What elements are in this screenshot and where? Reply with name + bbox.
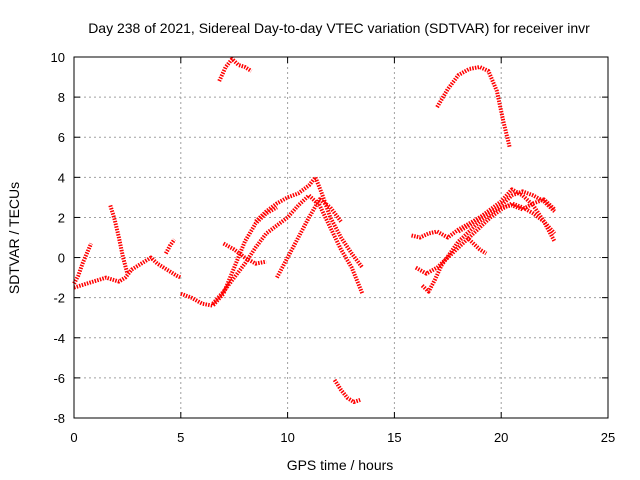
data-series-s15 (457, 187, 557, 243)
x-tick-label: 10 (280, 430, 294, 445)
y-tick-label: -8 (53, 411, 65, 426)
data-series-s3 (108, 204, 130, 275)
data-series-s5 (180, 205, 278, 308)
x-tick-label: 20 (494, 430, 508, 445)
y-tick-label: -6 (53, 371, 65, 386)
data-series-s7 (254, 175, 364, 269)
data-series-s14 (420, 189, 556, 294)
y-tick-label: 10 (51, 50, 65, 65)
data-series-s11 (332, 378, 361, 404)
data-series-s9 (275, 197, 343, 279)
x-axis-label: GPS time / hours (287, 457, 394, 473)
data-series-s6 (211, 193, 365, 306)
y-tick-label: 0 (58, 251, 65, 266)
y-tick-label: -2 (53, 291, 65, 306)
plot-frame (73, 56, 609, 419)
data-series-s16 (465, 236, 488, 256)
y-tick-label: 4 (58, 170, 65, 185)
y-tick-label: 2 (58, 210, 65, 225)
data-series-s17 (435, 65, 512, 148)
data-series-s10 (217, 57, 253, 82)
y-tick-label: -4 (53, 331, 65, 346)
data-series-s1 (73, 255, 182, 290)
x-tick-label: 25 (601, 430, 615, 445)
grid (74, 57, 608, 418)
x-tick-label: 0 (70, 430, 77, 445)
data-series-s8 (222, 241, 267, 266)
chart-title: Day 238 of 2021, Sidereal Day-to-day VTE… (88, 20, 590, 36)
axis-ticks: 0 5 10 15 20 25 -8 -6 -4 -2 0 2 4 6 8 10 (51, 50, 616, 445)
y-axis-label: SDTVAR / TECUs (6, 182, 22, 294)
y-tick-label: 6 (58, 130, 65, 145)
data-series-group (72, 57, 557, 404)
data-series-s2 (72, 242, 93, 285)
y-tick-label: 8 (58, 90, 65, 105)
x-tick-label: 5 (177, 430, 184, 445)
x-tick-label: 15 (387, 430, 401, 445)
data-series-s13 (414, 201, 557, 276)
data-series-s4 (164, 238, 177, 255)
